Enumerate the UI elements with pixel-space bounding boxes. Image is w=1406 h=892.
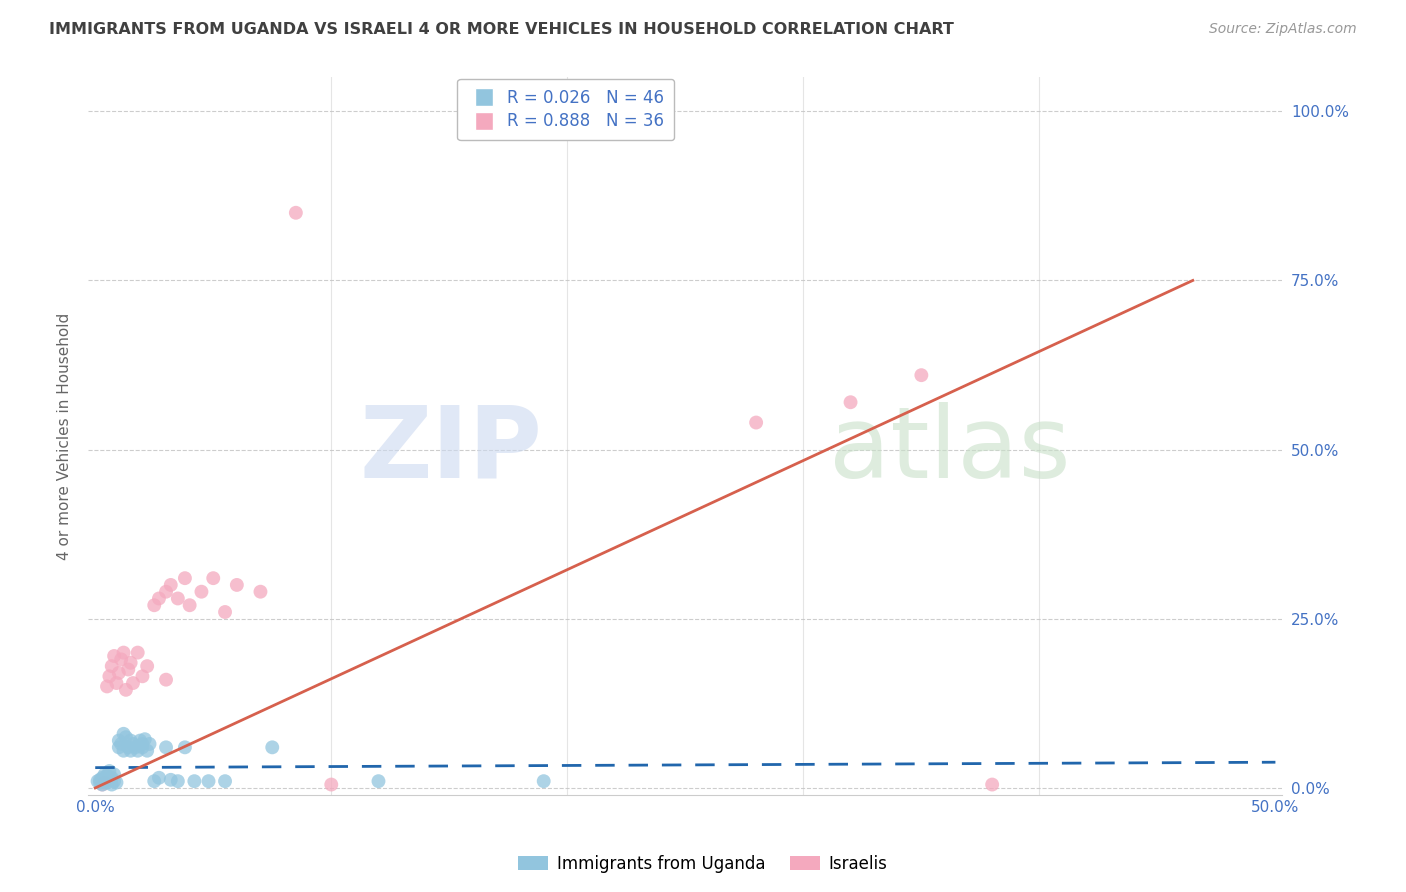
Point — [91, 778, 114, 792]
Text: atlas: atlas — [828, 402, 1070, 499]
Point — [103, 774, 125, 789]
Point — [131, 740, 153, 755]
Point — [120, 733, 142, 747]
Point — [120, 744, 142, 758]
Point — [166, 774, 188, 789]
Point — [155, 740, 177, 755]
Point — [202, 571, 225, 585]
Point — [112, 744, 135, 758]
Point — [159, 772, 181, 787]
Point — [321, 778, 343, 792]
Y-axis label: 4 or more Vehicles in Household: 4 or more Vehicles in Household — [58, 312, 72, 559]
Text: Source: ZipAtlas.com: Source: ZipAtlas.com — [1209, 22, 1357, 37]
Point — [120, 656, 142, 670]
Point — [745, 416, 768, 430]
Point — [910, 368, 932, 383]
Point — [108, 733, 131, 747]
Text: IMMIGRANTS FROM UGANDA VS ISRAELI 4 OR MORE VEHICLES IN HOUSEHOLD CORRELATION CH: IMMIGRANTS FROM UGANDA VS ISRAELI 4 OR M… — [49, 22, 955, 37]
Point — [166, 591, 188, 606]
Point — [103, 648, 125, 663]
Point — [89, 775, 111, 789]
Point — [115, 730, 138, 744]
Legend: R = 0.026   N = 46, R = 0.888   N = 36: R = 0.026 N = 46, R = 0.888 N = 36 — [457, 78, 675, 140]
Point — [112, 646, 135, 660]
Point — [98, 772, 121, 787]
Point — [136, 659, 159, 673]
Point — [110, 652, 132, 666]
Point — [89, 772, 111, 787]
Point — [86, 774, 108, 789]
Point — [131, 669, 153, 683]
Point — [183, 774, 205, 789]
Point — [197, 774, 219, 789]
Point — [115, 682, 138, 697]
Point — [91, 771, 114, 785]
Point — [159, 578, 181, 592]
Point — [148, 591, 170, 606]
Point — [117, 740, 139, 755]
Point — [249, 584, 271, 599]
Point — [105, 775, 128, 789]
Point — [98, 764, 121, 778]
Point — [100, 778, 122, 792]
Point — [284, 206, 307, 220]
Point — [367, 774, 389, 789]
Point — [93, 774, 115, 789]
Point — [91, 778, 114, 792]
Point — [108, 740, 131, 755]
Point — [174, 571, 197, 585]
Point — [122, 737, 145, 751]
Point — [124, 740, 146, 755]
Point — [108, 665, 131, 680]
Point — [110, 737, 132, 751]
Point — [131, 737, 153, 751]
Point — [105, 676, 128, 690]
Point — [533, 774, 555, 789]
Point — [143, 774, 166, 789]
Point — [122, 676, 145, 690]
Point — [127, 744, 149, 758]
Point — [155, 584, 177, 599]
Point — [143, 599, 166, 613]
Point — [127, 646, 149, 660]
Point — [129, 733, 152, 747]
Point — [190, 584, 212, 599]
Point — [179, 599, 201, 613]
Text: ZIP: ZIP — [359, 402, 541, 499]
Point — [225, 578, 247, 592]
Point — [136, 744, 159, 758]
Point — [138, 737, 160, 751]
Point — [839, 395, 862, 409]
Point — [112, 727, 135, 741]
Point — [103, 767, 125, 781]
Point — [93, 775, 115, 789]
Point — [155, 673, 177, 687]
Point — [98, 669, 121, 683]
Point — [214, 605, 236, 619]
Point — [262, 740, 284, 755]
Point — [214, 774, 236, 789]
Point — [117, 663, 139, 677]
Point — [981, 778, 1004, 792]
Legend: Immigrants from Uganda, Israelis: Immigrants from Uganda, Israelis — [512, 848, 894, 880]
Point — [93, 767, 115, 781]
Point — [96, 775, 118, 789]
Point — [174, 740, 197, 755]
Point — [96, 769, 118, 783]
Point — [100, 771, 122, 785]
Point — [148, 771, 170, 785]
Point — [96, 680, 118, 694]
Point — [100, 659, 122, 673]
Point — [134, 732, 156, 747]
